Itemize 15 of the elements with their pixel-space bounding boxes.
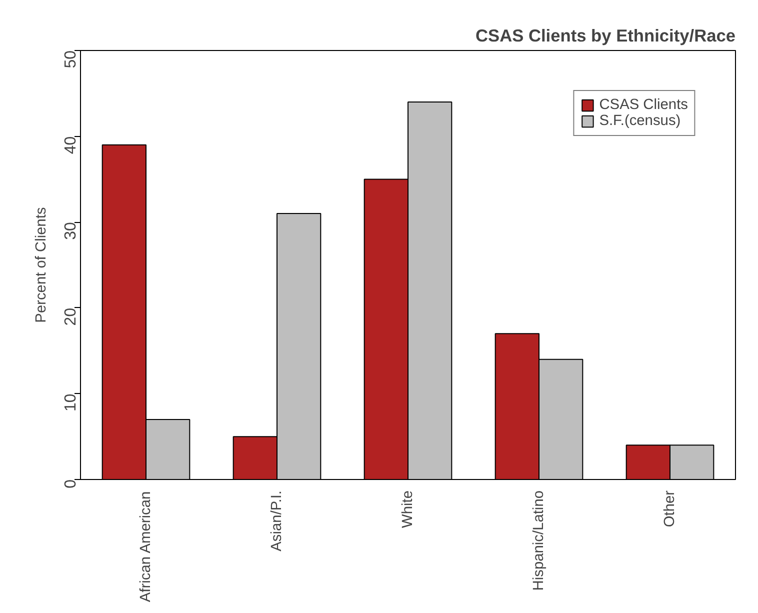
- y-tick-label: 20: [62, 308, 80, 326]
- x-tick-label: Hispanic/Latino: [531, 490, 547, 591]
- chart-title: CSAS Clients by Ethnicity/Race: [476, 26, 736, 46]
- legend-label: S.F.(census): [599, 113, 681, 129]
- y-tick-label: 0: [62, 479, 80, 488]
- x-tick-label: White: [400, 490, 416, 528]
- y-tick-label: 30: [62, 222, 80, 240]
- x-tick-label: African American: [138, 491, 154, 602]
- y-tick-label: 40: [62, 136, 80, 154]
- x-tick-label: Asian/P.I.: [269, 490, 285, 552]
- y-axis-title: Percent of Clients: [34, 207, 50, 323]
- y-tick-label: 50: [62, 50, 80, 68]
- x-tick-label: Other: [662, 490, 678, 528]
- legend-label: CSAS Clients: [599, 97, 688, 113]
- y-tick-label: 10: [62, 394, 80, 412]
